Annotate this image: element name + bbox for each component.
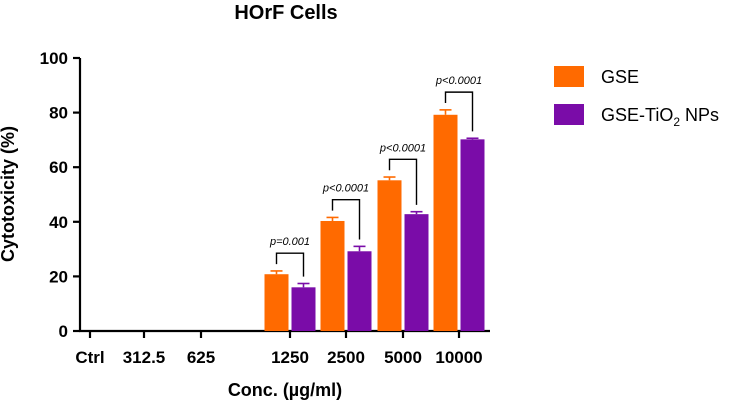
bar-gse-1250: [264, 274, 289, 331]
legend-label-gse-tio2: GSE-TiO2 NPs: [601, 105, 719, 129]
x-tick-label: 312.5: [123, 348, 166, 367]
y-tick-label: 80: [49, 104, 68, 123]
bar-gse-tio2-5000: [404, 214, 429, 331]
y-axis: 0 20 40 60 80 100: [40, 49, 82, 341]
bar-gse-tio2-1250: [291, 287, 316, 331]
legend-swatch-gse: [554, 66, 584, 87]
bar-gse-tio2-2500: [347, 251, 372, 331]
x-tick-label: 10000: [435, 348, 482, 367]
bars-layer: [264, 114, 485, 331]
x-axis-label: Conc. (µg/ml): [228, 380, 342, 400]
significance-bracket: [275, 252, 305, 277]
significance-bracket: [331, 198, 361, 240]
y-axis-label: Cytotoxicity (%): [0, 126, 18, 262]
y-tick-label: 0: [59, 322, 68, 341]
legend-swatch-gse-tio2: [554, 104, 584, 125]
significance-bracket: [444, 91, 474, 132]
y-tick-label: 40: [49, 213, 68, 232]
significance-label: p<0.0001: [435, 75, 482, 87]
y-tick-label: 60: [49, 158, 68, 177]
significance-label: p<0.0001: [322, 183, 369, 195]
bar-gse-5000: [377, 180, 402, 331]
y-tick-label: 20: [49, 267, 68, 286]
significance-label: p<0.0001: [379, 142, 426, 154]
x-tick-label: Ctrl: [75, 348, 104, 367]
bar-gse-tio2-10000: [460, 139, 485, 331]
legend: GSE GSE-TiO2 NPs: [554, 66, 719, 129]
bar-gse-10000: [433, 114, 458, 331]
x-tick-label: 2500: [327, 348, 365, 367]
x-tick-label: 5000: [384, 348, 422, 367]
significance-bracket: [388, 158, 418, 205]
chart-title: HOrF Cells: [234, 2, 337, 24]
x-axis: Ctrl 312.5 625 1250 2500 5000 10000: [75, 329, 490, 367]
annotations-layer: p=0.001 p<0.0001 p<0.0001 p<0.0001: [269, 75, 482, 277]
y-tick-label: 100: [40, 49, 68, 68]
legend-label-gse: GSE: [601, 67, 639, 87]
bar-gse-2500: [320, 220, 345, 331]
x-tick-label: 1250: [271, 348, 309, 367]
error-bars-layer: [270, 109, 479, 288]
significance-label: p=0.001: [269, 236, 310, 248]
x-tick-label: 625: [187, 348, 215, 367]
